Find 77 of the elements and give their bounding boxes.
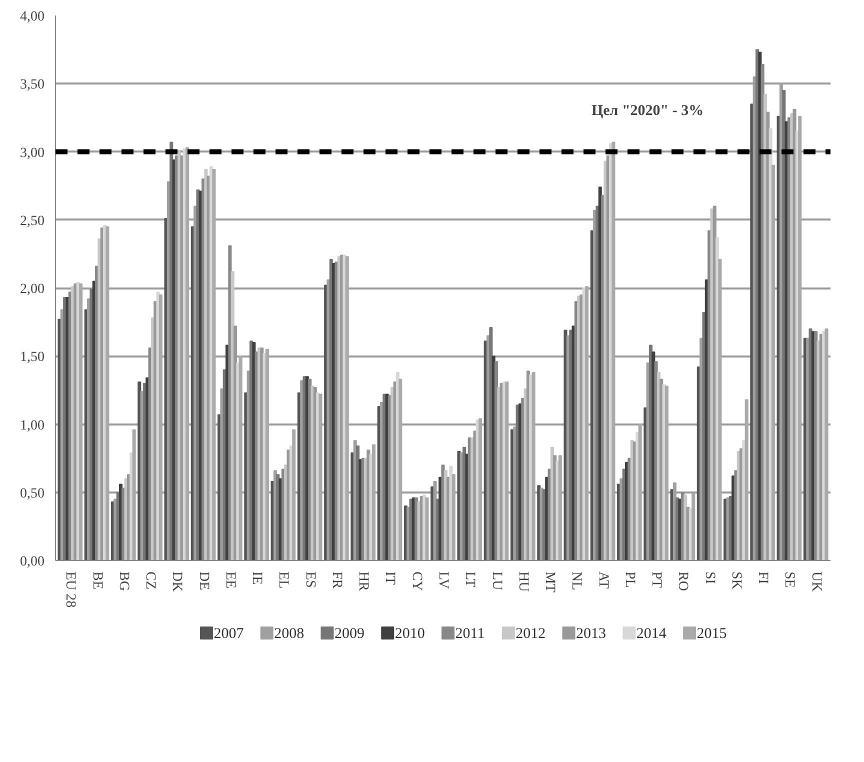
x-tick-label: EU 28 (62, 572, 78, 608)
legend-label: 2008 (274, 626, 304, 642)
x-tick-label: MT (542, 572, 558, 593)
legend-label: 2007 (214, 626, 244, 642)
bar (212, 168, 216, 560)
legend-label: 2012 (516, 626, 546, 642)
bar (425, 497, 429, 560)
x-tick-label: AT (595, 572, 610, 590)
x-tick-label: BE (89, 572, 104, 590)
bar (452, 474, 456, 560)
x-tick-label: UK (808, 572, 824, 592)
bar (692, 493, 696, 560)
x-tick-label: BG (116, 572, 131, 591)
y-tick-label: 1,50 (20, 350, 44, 366)
bar (106, 226, 110, 560)
x-tick-label: CZ (142, 572, 158, 590)
x-tick-label: SE (782, 572, 797, 588)
bar (505, 382, 509, 560)
y-tick-label: 4,00 (20, 10, 44, 24)
legend-label: 2011 (455, 626, 485, 642)
x-tick-label: NL (568, 572, 584, 590)
bar (398, 378, 402, 560)
bar (186, 147, 190, 560)
x-tick-label: DE (196, 572, 211, 590)
bar (612, 142, 616, 560)
x-tick-label: ES (302, 572, 318, 588)
y-tick-label: 2,00 (20, 282, 44, 297)
legend-label: 2014 (636, 626, 667, 642)
bar (744, 399, 748, 560)
bar (558, 455, 562, 560)
bar (718, 258, 722, 560)
bar (532, 372, 536, 560)
x-tick-label: FR (328, 572, 344, 590)
x-tick-label: IE (249, 572, 264, 585)
bar (79, 283, 83, 560)
annotation: Цел "2020" - 3% (591, 102, 704, 119)
bar (771, 164, 776, 560)
x-tick-label: PL (622, 572, 637, 588)
x-tick-label: IT (382, 572, 398, 586)
x-tick-label: LV (436, 572, 450, 589)
bar (585, 286, 589, 560)
y-tick-label: 2,50 (20, 214, 44, 229)
x-tick-label: LT (462, 572, 478, 588)
bar (664, 386, 668, 560)
bar (318, 394, 322, 560)
y-tick-label: 0,00 (20, 554, 44, 570)
bar (478, 418, 482, 560)
bar (265, 348, 269, 560)
legend-label: 2013 (576, 626, 606, 642)
bar (132, 429, 136, 560)
x-tick-label: EL (276, 572, 291, 589)
y-tick-label: 3,00 (20, 146, 44, 161)
y-tick-label: 3,50 (20, 78, 44, 93)
x-tick-label: PT (648, 572, 664, 588)
y-tick-label: 0,50 (20, 486, 44, 502)
x-tick-label: DK (169, 572, 184, 592)
bar (824, 328, 828, 560)
x-tick-label: SK (728, 572, 744, 590)
x-tick-label: CY (408, 572, 424, 591)
legend-label: 2015 (696, 626, 727, 642)
y-tick-label: 1,00 (20, 418, 44, 434)
bar (345, 256, 349, 560)
x-tick-label: HU (515, 572, 530, 592)
x-tick-label: RO (675, 572, 690, 591)
x-tick-label: LU (488, 572, 504, 590)
x-tick-label: EE (222, 572, 238, 589)
x-tick-label: HR (356, 572, 371, 592)
legend-label: 2009 (334, 626, 364, 642)
bar (638, 424, 642, 560)
bar (292, 429, 296, 560)
x-tick-label: FI (755, 572, 770, 584)
bar (798, 116, 802, 560)
legend-label: 2010 (394, 626, 425, 642)
bar (238, 356, 242, 560)
bar (372, 444, 376, 560)
x-tick-label: SI (702, 572, 717, 584)
bar (158, 294, 162, 560)
